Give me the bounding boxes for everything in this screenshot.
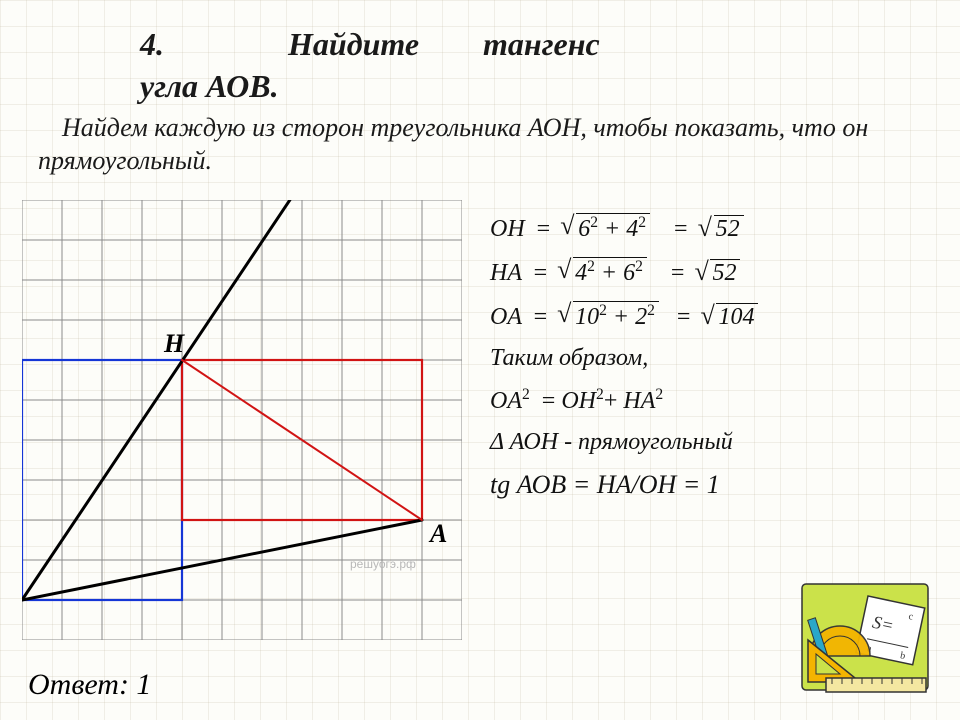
eq-tg: tg АОВ = НА/ОН = 1 bbox=[490, 470, 940, 500]
svg-text:O: O bbox=[22, 599, 23, 628]
math-tools-clipart: S=cab bbox=[796, 578, 936, 698]
geometry-figure: OABHрешуогэ.рф bbox=[22, 200, 462, 640]
eq-OA: OA = 102 + 22 = 104 bbox=[490, 301, 940, 331]
right-angle-text: Δ АОН - прямоугольный bbox=[490, 429, 940, 456]
title-word-1: Найдите bbox=[288, 26, 419, 62]
svg-text:A: A bbox=[428, 519, 447, 548]
thus-text: Таким образом, bbox=[490, 345, 940, 372]
eq-OH: OH = 62 + 42 = 52 bbox=[490, 213, 940, 243]
eq-HA: HA = 42 + 62 = 52 bbox=[490, 257, 940, 287]
equations-block: OH = 62 + 42 = 52 HA = 42 + 62 = 52 OA =… bbox=[490, 205, 940, 514]
title-word-2: тангенс bbox=[483, 26, 600, 62]
answer-text: Ответ: 1 bbox=[28, 668, 151, 702]
title-line-2: угла АОВ. bbox=[140, 68, 279, 104]
svg-text:решуогэ.рф: решуогэ.рф bbox=[350, 557, 416, 571]
eq-pyth: OA2 = OH2+ HA2 bbox=[490, 386, 940, 415]
figure-svg: OABHрешуогэ.рф bbox=[22, 200, 462, 640]
svg-text:H: H bbox=[163, 329, 185, 358]
problem-number: 4. bbox=[140, 24, 280, 66]
problem-title: 4. Найдите тангенс угла АОВ. bbox=[140, 24, 900, 107]
intro-text: Найдем каждую из сторон треугольника АОН… bbox=[38, 112, 900, 177]
